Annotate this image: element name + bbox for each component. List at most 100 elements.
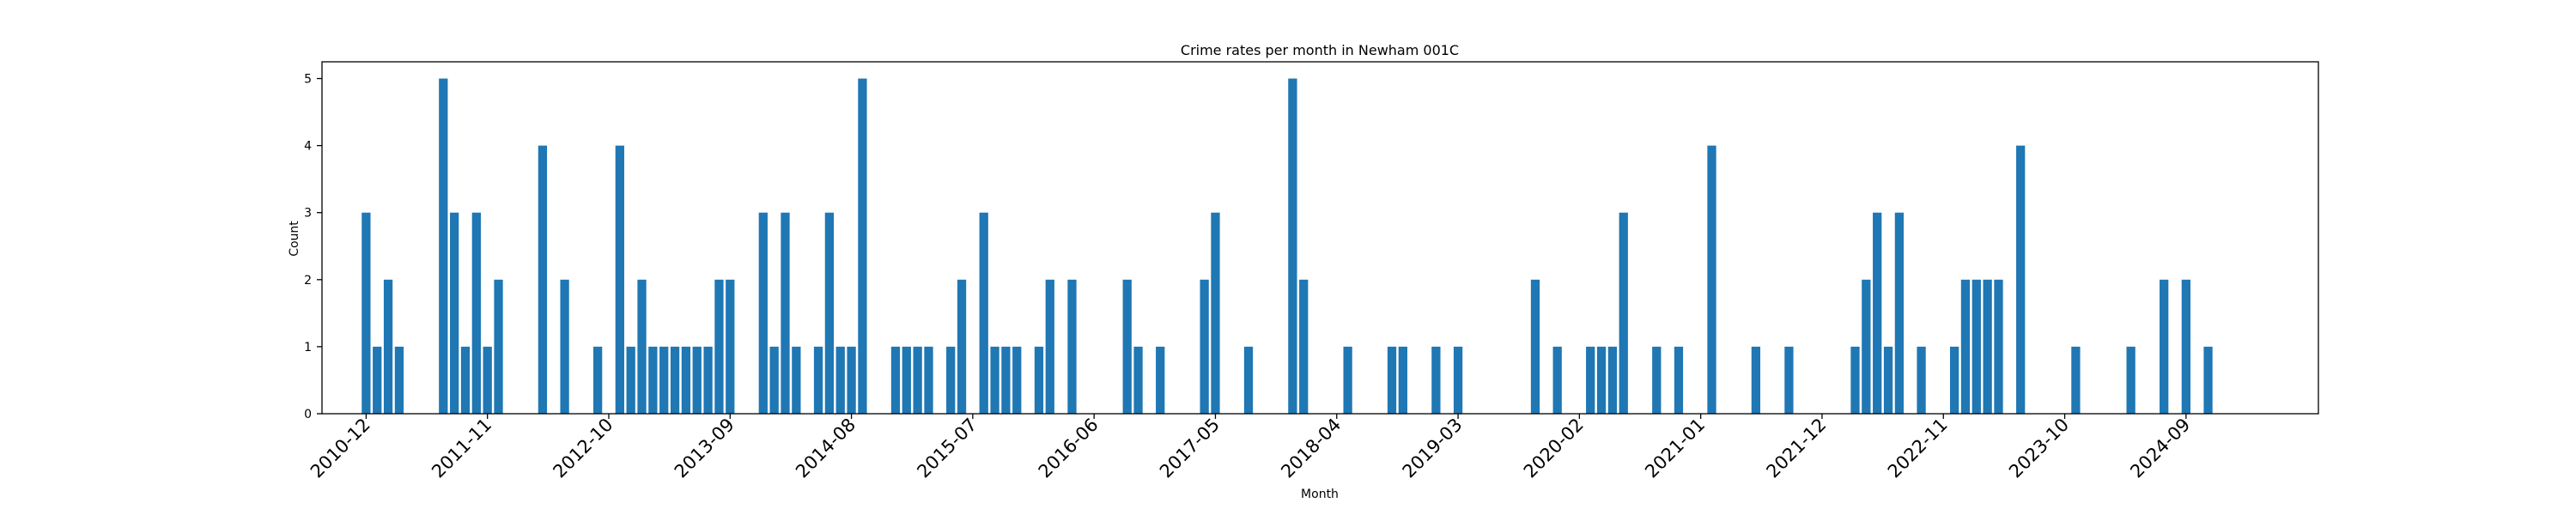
bar [1156,346,1165,414]
x-tick-label: 2010-12 [307,415,374,482]
bar [1012,346,1022,414]
bar [979,212,988,414]
x-tick-label: 2020-02 [1520,415,1588,482]
bar [1001,346,1011,414]
bar [361,212,371,414]
bar [990,346,999,414]
bar [2160,279,2169,414]
bar [1983,279,1992,414]
x-tick-label: 2012-10 [549,415,617,482]
bar [1034,346,1044,414]
bar [1552,346,1562,414]
bar [957,279,967,414]
bar [813,346,823,414]
bar [769,346,779,414]
bar [460,346,471,414]
x-tick-label: 2024-09 [2126,415,2194,482]
bar [902,346,911,414]
bar [1971,279,1981,414]
bar [1243,346,1254,414]
x-tick-label: 2021-01 [1641,415,1709,482]
bar [726,279,735,414]
y-tick-label: 2 [304,274,312,288]
bar [1949,346,1959,414]
bar [670,346,680,414]
bar [703,346,713,414]
y-tick-label: 0 [304,408,312,421]
bar [1674,346,1684,414]
y-tick-label: 1 [304,341,312,354]
bar [394,346,404,414]
bar [847,346,856,414]
bar [1873,212,1882,414]
bar [450,212,459,414]
x-tick-label: 2017-05 [1156,415,1224,482]
y-tick-label: 4 [304,140,312,154]
bar [1862,279,1871,414]
bar [1299,279,1309,414]
y-axis-label: Count [288,221,301,257]
bar [1784,346,1794,414]
y-axis: 0 1 2 3 4 5 [304,73,322,421]
bar [1045,279,1054,414]
bars-group [361,78,2213,415]
bar [1431,346,1441,414]
bar [560,279,569,414]
bar [1751,346,1761,414]
bar [2071,346,2081,414]
bar [692,346,702,414]
plot-frame [321,61,2319,415]
bar [494,279,503,414]
bar [781,212,790,414]
bar [483,346,492,414]
bar [1894,212,1905,414]
bar [659,346,669,414]
x-tick-label: 2015-07 [913,415,981,482]
bar [1586,346,1595,414]
x-tick-label: 2022-11 [1884,415,1952,482]
x-axis: 2010-12 2011-11 2012-10 2013-09 2014-08 2015-… [307,414,2194,482]
bar [1387,346,1397,414]
bar [615,145,624,414]
bar [1398,346,1407,414]
bar [714,279,724,414]
bar [2181,279,2190,414]
x-tick-label: 2013-09 [671,415,738,482]
x-tick-label: 2021-12 [1762,415,1830,482]
bar [946,346,956,414]
bar [1596,346,1607,414]
y-tick-label: 5 [304,73,312,87]
bar [1652,346,1662,414]
bar [1133,346,1143,414]
bar [592,346,603,414]
bar [1994,279,2003,414]
x-axis-label: Month [1301,488,1339,501]
bar [913,346,922,414]
x-tick-label: 2019-03 [1399,415,1467,482]
x-tick-label: 2014-08 [792,415,860,482]
bar [758,212,768,414]
bar [924,346,933,414]
bar [1453,346,1463,414]
bar [835,346,845,414]
bar [1067,279,1077,414]
bar [1211,212,1220,414]
bar [1530,279,1540,414]
x-tick-label: 2023-10 [2005,415,2073,482]
x-tick-label: 2018-04 [1277,415,1345,482]
bar [1122,279,1132,414]
bar [648,346,658,414]
bar [1707,145,1716,414]
bar [2016,145,2026,414]
bar [1607,346,1618,414]
bar [538,145,548,414]
bar [1850,346,1860,414]
bar [1883,346,1893,414]
y-tick-label: 3 [304,207,312,221]
bar [1619,212,1628,414]
bar [792,346,801,414]
bar [2126,346,2136,414]
chart-title: Crime rates per month in Newham 001C [1181,42,1459,58]
bar [626,346,635,414]
bar [890,346,901,414]
